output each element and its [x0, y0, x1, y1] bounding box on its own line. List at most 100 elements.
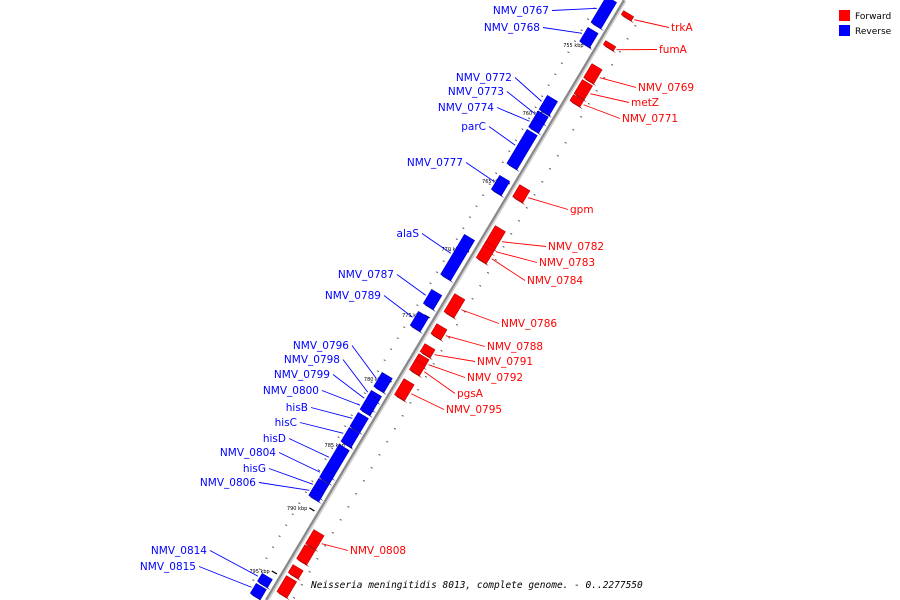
gene-label-pgsa[interactable]: pgsA — [457, 388, 484, 400]
minor-tick-mark — [486, 271, 490, 274]
gene-nmv-0772[interactable] — [538, 94, 558, 118]
gene-label-nmv-0769[interactable]: NMV_0769 — [638, 82, 694, 94]
gene-nmv-0804[interactable] — [319, 468, 335, 486]
leader-line — [288, 438, 330, 458]
gene-label-nmv-0799[interactable]: NMV_0799 — [274, 369, 330, 381]
gene-metz[interactable] — [573, 79, 593, 103]
gene-label-nmv-0783[interactable]: NMV_0783 — [539, 257, 595, 269]
gene-nmv-0768[interactable] — [579, 26, 599, 50]
gene-nmv-0769[interactable] — [583, 63, 603, 87]
minor-tick-mark — [393, 427, 397, 430]
gene-nmv-0806[interactable] — [308, 486, 325, 504]
gene-hisb[interactable] — [349, 411, 369, 435]
minor-tick-mark — [370, 381, 373, 384]
gene-label-nmv-0814[interactable]: NMV_0814 — [151, 545, 207, 557]
gene-gpm[interactable] — [512, 184, 531, 206]
leader-line — [495, 251, 538, 263]
gene-nmv-0791[interactable] — [419, 343, 436, 361]
gene-label-gpm[interactable]: gpm — [570, 204, 594, 216]
gene-block — [443, 293, 466, 319]
gene-nmv-0796[interactable] — [373, 371, 393, 395]
leader-line — [514, 77, 542, 102]
gene-label-nmv-0772[interactable]: NMV_0772 — [456, 72, 512, 84]
gene-nmv-0788[interactable] — [430, 323, 448, 343]
gene-label-nmv-0795[interactable]: NMV_0795 — [446, 404, 502, 416]
gene-label-nmv-0782[interactable]: NMV_0782 — [548, 241, 604, 253]
gene-label-hisd[interactable]: hisD — [263, 433, 286, 445]
gene-nmv-0784[interactable] — [475, 245, 494, 267]
gene-label-hisc[interactable]: hisC — [275, 417, 297, 429]
minor-tick-mark — [376, 370, 380, 373]
gene-label-nmv-0788[interactable]: NMV_0788 — [487, 341, 543, 353]
leader-line — [321, 390, 361, 406]
minor-tick-mark — [292, 596, 296, 599]
leader-line — [342, 359, 369, 393]
gene-label-nmv-0774[interactable]: NMV_0774 — [438, 102, 494, 114]
gene-label-nmv-0773[interactable]: NMV_0773 — [448, 86, 504, 98]
gene-label-nmv-0767[interactable]: NMV_0767 — [493, 5, 549, 17]
gene-label-nmv-0789[interactable]: NMV_0789 — [325, 290, 381, 302]
gene-nmv-0787[interactable] — [422, 288, 443, 312]
minor-tick-mark — [541, 95, 544, 98]
legend: Forward Reverse — [839, 10, 892, 37]
gene-label-trka[interactable]: trkA — [671, 22, 694, 34]
gene-nmv-0777[interactable] — [490, 174, 511, 198]
gene-block — [276, 575, 298, 599]
gene-block — [349, 411, 369, 433]
gene-label-nmv-0771[interactable]: NMV_0771 — [622, 113, 678, 125]
gene-nmv-0771[interactable] — [569, 94, 585, 110]
minor-tick-mark — [508, 150, 511, 153]
gene-f-unl-3[interactable] — [276, 575, 298, 600]
gene-label-nmv-0808[interactable]: NMV_0808 — [350, 545, 406, 557]
gene-label-parc[interactable]: parC — [461, 121, 486, 133]
gene-label-hisg[interactable]: hisG — [243, 463, 266, 475]
minor-tick-mark — [634, 24, 637, 27]
minor-tick-mark — [579, 115, 583, 118]
leader-line — [383, 295, 413, 318]
gene-nmv-0774[interactable] — [528, 117, 545, 136]
gene-label-nmv-0815[interactable]: NMV_0815 — [140, 561, 196, 573]
gene-f-unl-2[interactable] — [287, 564, 304, 582]
leader-line — [461, 309, 500, 324]
leader-line — [421, 233, 452, 254]
gene-parc[interactable] — [506, 128, 538, 172]
gene-nmv-0795[interactable] — [394, 378, 415, 404]
gene-nmv-0808[interactable] — [305, 529, 325, 553]
gene-label-nmv-0777[interactable]: NMV_0777 — [407, 157, 463, 169]
gene-label-hisb[interactable]: hisB — [286, 402, 308, 414]
gene-label-nmv-0800[interactable]: NMV_0800 — [263, 385, 319, 397]
gene-label-nmv-0796[interactable]: NMV_0796 — [293, 340, 349, 352]
gene-trka[interactable] — [620, 10, 635, 24]
gene-pgsa[interactable] — [408, 359, 426, 379]
gene-label-nmv-0806[interactable]: NMV_0806 — [200, 477, 256, 489]
gene-nmv-0786[interactable] — [443, 293, 466, 321]
gene-label-nmv-0804[interactable]: NMV_0804 — [220, 447, 276, 459]
gene-f-unl-1[interactable] — [296, 544, 316, 568]
gene-block — [512, 184, 531, 204]
gene-label-nmv-0784[interactable]: NMV_0784 — [527, 275, 583, 287]
gene-nmv-0814[interactable] — [257, 572, 273, 590]
gene-nmv-0800[interactable] — [359, 402, 375, 418]
gene-label-nmv-0791[interactable]: NMV_0791 — [477, 356, 533, 368]
minor-tick-mark — [527, 117, 531, 120]
minor-tick-mark — [285, 524, 288, 527]
gene-nmv-0789[interactable] — [409, 310, 430, 334]
leader-line — [506, 91, 535, 114]
gene-alas[interactable] — [440, 233, 476, 283]
minor-tick-mark — [525, 206, 528, 209]
gene-label-nmv-0787[interactable]: NMV_0787 — [338, 269, 394, 281]
gene-label-nmv-0768[interactable]: NMV_0768 — [484, 22, 540, 34]
gene-nmv-0767[interactable] — [590, 0, 618, 31]
gene-label-nmv-0792[interactable]: NMV_0792 — [467, 372, 523, 384]
gene-fuma[interactable] — [602, 40, 617, 54]
minor-tick-mark — [330, 447, 334, 450]
legend-reverse-swatch — [839, 25, 850, 36]
gene-label-fuma[interactable]: fumA — [659, 44, 688, 56]
gene-label-alas[interactable]: alaS — [397, 228, 420, 240]
gene-block — [394, 378, 415, 402]
gene-label-nmv-0798[interactable]: NMV_0798 — [284, 354, 340, 366]
gene-label-metz[interactable]: metZ — [631, 97, 659, 109]
gene-hisc[interactable] — [340, 426, 360, 450]
gene-nmv-0815[interactable] — [249, 582, 267, 600]
gene-label-nmv-0786[interactable]: NMV_0786 — [501, 318, 557, 330]
